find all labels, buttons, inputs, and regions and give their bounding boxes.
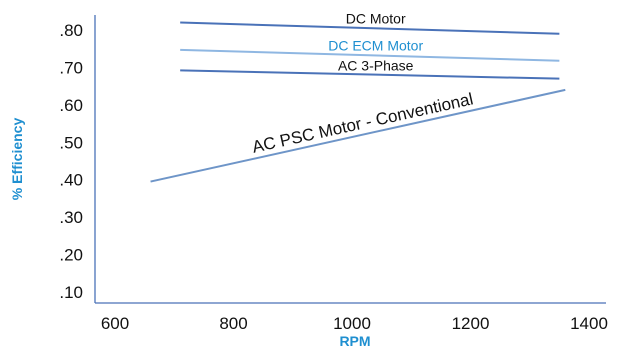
x-tick-label: 800: [219, 314, 247, 333]
y-tick-label: .50: [59, 133, 83, 152]
x-tick-label: 1000: [333, 314, 371, 333]
y-tick-label: .80: [59, 21, 83, 40]
y-tick-label: .60: [59, 96, 83, 115]
series-label-ac-psc-motor: AC PSC Motor - Conventional: [250, 89, 475, 156]
series-line-ac-3-phase: [180, 69, 560, 80]
y-axis-title: % Efficiency: [9, 118, 25, 201]
series-lines: [150, 21, 566, 183]
y-tick-label: .70: [59, 58, 83, 77]
series-label-dc-ecm-motor: DC ECM Motor: [328, 37, 423, 53]
x-tick-labels: 600 800 1000 1200 1400: [101, 314, 608, 333]
series-line-ac-psc-motor: [150, 88, 566, 183]
series-label-ac-3-phase: AC 3-Phase: [338, 58, 414, 74]
series-label-dc-motor: DC Motor: [346, 10, 406, 26]
y-tick-labels: .80 .70 .60 .50 .40 .30 .20 .10: [59, 21, 83, 302]
x-tick-label: 1400: [570, 314, 608, 333]
series-line-dc-ecm-motor: [180, 48, 560, 62]
y-tick-label: .30: [59, 208, 83, 227]
y-tick-label: .20: [59, 246, 83, 265]
series-line-dc-motor: [180, 21, 560, 35]
x-tick-label: 600: [101, 314, 129, 333]
y-tick-label: .40: [59, 171, 83, 190]
y-tick-label: .10: [59, 283, 83, 302]
x-axis-title: RPM: [339, 333, 370, 349]
x-tick-label: 1200: [452, 314, 490, 333]
